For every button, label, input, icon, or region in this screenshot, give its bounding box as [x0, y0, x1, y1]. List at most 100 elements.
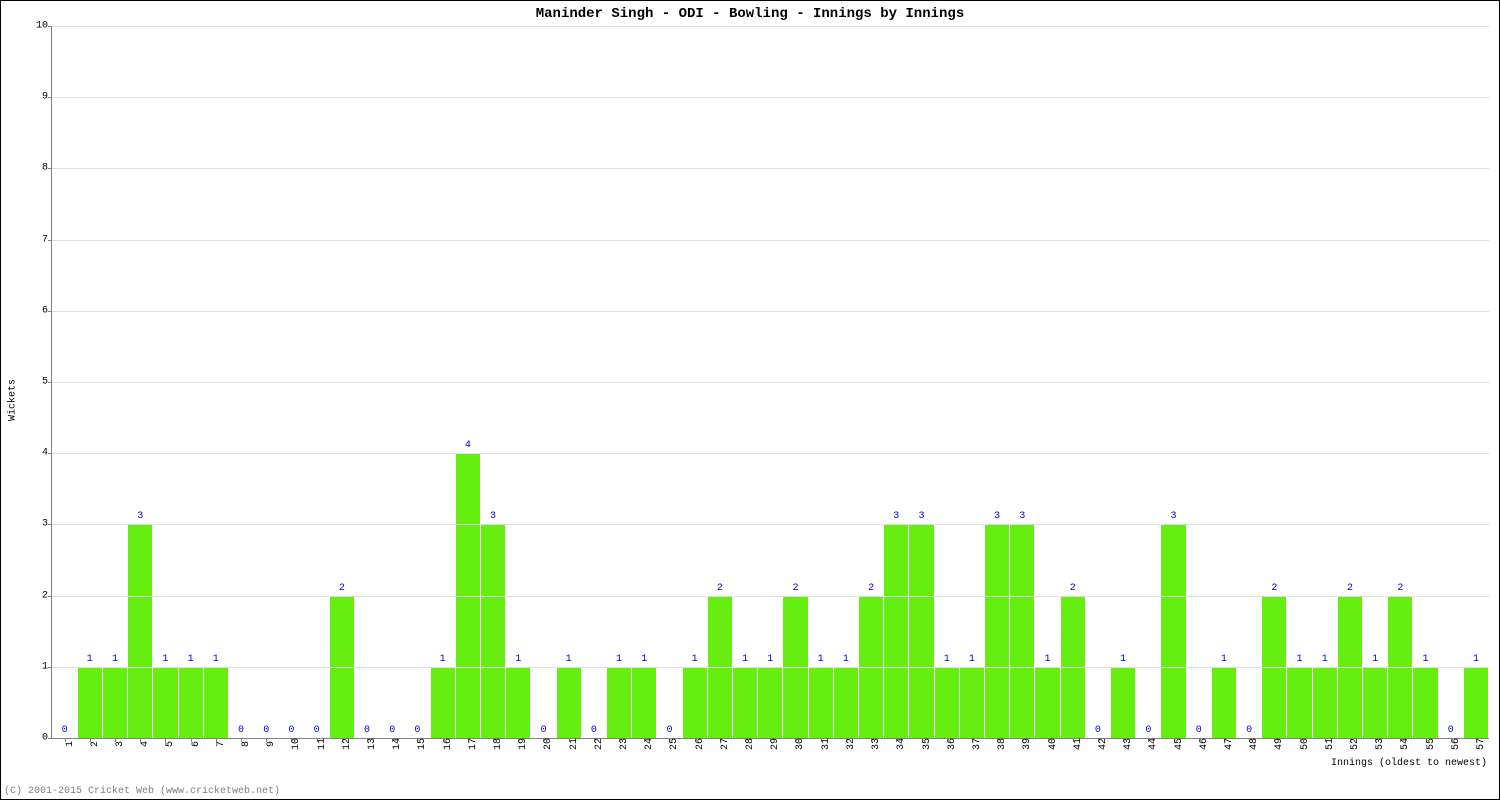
y-tick-mark	[48, 667, 52, 668]
x-tick-label: 44	[1148, 738, 1159, 750]
x-tick-label: 21	[569, 738, 580, 750]
bar-value-label: 3	[490, 511, 496, 522]
x-tick-label: 4	[140, 741, 151, 747]
x-tick-label: 19	[518, 738, 529, 750]
bar: 3	[1010, 524, 1034, 738]
bar: 1	[1363, 667, 1387, 738]
x-tick-label: 2	[90, 741, 101, 747]
x-tick-label: 30	[795, 738, 806, 750]
bar-value-label: 1	[213, 654, 219, 665]
bar-value-label: 1	[1322, 654, 1328, 665]
x-tick-label: 15	[417, 738, 428, 750]
x-tick-label: 51	[1325, 738, 1336, 750]
bar: 1	[1464, 667, 1488, 738]
bar: 1	[632, 667, 656, 738]
grid-line	[52, 524, 1489, 525]
bar: 1	[1313, 667, 1337, 738]
bar-value-label: 0	[389, 725, 395, 736]
bar: 1	[204, 667, 228, 738]
x-tick-label: 34	[896, 738, 907, 750]
x-tick-label: 45	[1174, 738, 1185, 750]
x-tick-label: 52	[1350, 738, 1361, 750]
x-tick-label: 48	[1249, 738, 1260, 750]
x-tick-label: 36	[947, 738, 958, 750]
bar-value-label: 1	[1045, 654, 1051, 665]
y-tick-label: 1	[42, 661, 48, 672]
y-axis-label: Wickets	[8, 379, 19, 421]
x-tick-label: 26	[695, 738, 706, 750]
bar: 1	[834, 667, 858, 738]
y-tick-label: 9	[42, 92, 48, 103]
bar-value-label: 3	[994, 511, 1000, 522]
y-tick-mark	[48, 311, 52, 312]
bar-value-label: 1	[515, 654, 521, 665]
x-tick-label: 29	[770, 738, 781, 750]
y-tick-label: 8	[42, 163, 48, 174]
bar-value-label: 1	[566, 654, 572, 665]
bar-value-label: 1	[1120, 654, 1126, 665]
x-tick-label: 28	[745, 738, 756, 750]
x-tick-label: 6	[191, 741, 202, 747]
x-tick-label: 5	[165, 741, 176, 747]
bar-value-label: 1	[742, 654, 748, 665]
y-tick-label: 7	[42, 234, 48, 245]
bar: 1	[1035, 667, 1059, 738]
y-tick-label: 4	[42, 448, 48, 459]
x-tick-label: 27	[720, 738, 731, 750]
bar-value-label: 0	[364, 725, 370, 736]
bar-value-label: 1	[641, 654, 647, 665]
bar-value-label: 2	[1271, 583, 1277, 594]
x-tick-label: 38	[997, 738, 1008, 750]
x-tick-label: 20	[543, 738, 554, 750]
x-tick-label: 10	[291, 738, 302, 750]
bar-value-label: 0	[288, 725, 294, 736]
x-tick-label: 3	[115, 741, 126, 747]
bar-value-label: 0	[1145, 725, 1151, 736]
y-tick-label: 3	[42, 519, 48, 530]
bar: 1	[809, 667, 833, 738]
bar: 1	[431, 667, 455, 738]
bar-value-label: 1	[616, 654, 622, 665]
bar-value-label: 0	[1196, 725, 1202, 736]
x-tick-label: 56	[1451, 738, 1462, 750]
bar: 1	[683, 667, 707, 738]
bar-value-label: 0	[1095, 725, 1101, 736]
bar-value-label: 2	[1070, 583, 1076, 594]
x-tick-label: 25	[669, 738, 680, 750]
bar-value-label: 1	[87, 654, 93, 665]
copyright-text: (C) 2001-2015 Cricket Web (www.cricketwe…	[4, 786, 280, 797]
bar-value-label: 2	[717, 583, 723, 594]
bar-value-label: 0	[1246, 725, 1252, 736]
bar-value-label: 1	[767, 654, 773, 665]
bar: 1	[935, 667, 959, 738]
bar-value-label: 3	[918, 511, 924, 522]
x-tick-label: 33	[871, 738, 882, 750]
grid-line	[52, 382, 1489, 383]
bar: 1	[1111, 667, 1135, 738]
x-tick-label: 47	[1224, 738, 1235, 750]
x-tick-label: 13	[367, 738, 378, 750]
x-tick-label: 46	[1199, 738, 1210, 750]
x-tick-label: 31	[821, 738, 832, 750]
grid-line	[52, 240, 1489, 241]
bar: 1	[103, 667, 127, 738]
x-tick-label: 57	[1476, 738, 1487, 750]
bar: 1	[733, 667, 757, 738]
bar-value-label: 3	[893, 511, 899, 522]
bar-value-label: 1	[1221, 654, 1227, 665]
x-tick-label: 1	[65, 741, 76, 747]
x-tick-label: 50	[1300, 738, 1311, 750]
y-tick-mark	[48, 97, 52, 98]
bar-value-label: 0	[1448, 725, 1454, 736]
x-tick-label: 40	[1048, 738, 1059, 750]
bar-value-label: 0	[591, 725, 597, 736]
x-tick-label: 16	[443, 738, 454, 750]
y-tick-label: 0	[42, 733, 48, 744]
bar: 1	[1212, 667, 1236, 738]
y-tick-mark	[48, 596, 52, 597]
bar-value-label: 3	[137, 511, 143, 522]
bar-value-label: 2	[868, 583, 874, 594]
bar: 3	[985, 524, 1009, 738]
x-tick-label: 12	[342, 738, 353, 750]
bar: 1	[153, 667, 177, 738]
